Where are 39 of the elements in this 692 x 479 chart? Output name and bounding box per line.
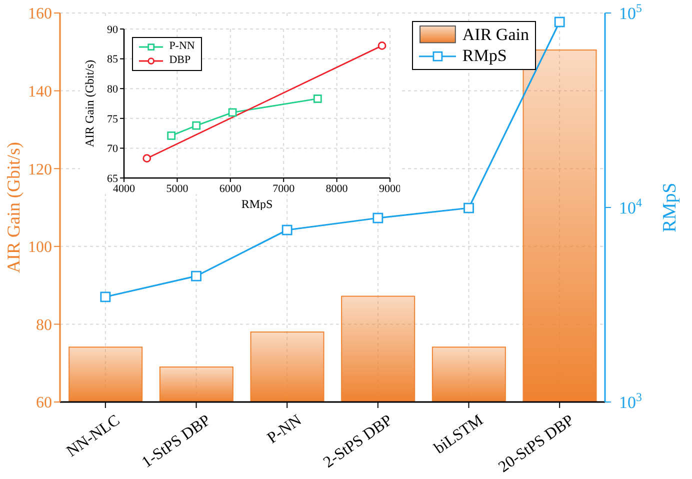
y2-tick-label: 10$^{4}$ xyxy=(619,195,642,218)
y2-axis-title: RMpS xyxy=(660,182,681,232)
y-tick-label: 160 xyxy=(28,6,52,23)
point xyxy=(167,131,176,140)
point xyxy=(554,16,565,28)
legend-label: RMpS xyxy=(462,45,507,66)
legend-label: DBP xyxy=(169,54,191,68)
y-tick-label: 60 xyxy=(36,394,52,412)
y-tick-label: 90 xyxy=(107,24,118,36)
point xyxy=(191,270,202,282)
point xyxy=(192,121,201,130)
point xyxy=(464,202,474,214)
point xyxy=(100,292,111,302)
y-tick-label: 120 xyxy=(28,161,52,178)
x-tick-label: 5000 xyxy=(166,182,189,195)
y-tick-label: 80 xyxy=(107,84,118,96)
point xyxy=(228,108,237,117)
y2-tick-label: 10$^{5}$ xyxy=(619,0,642,23)
x-tick-label: 6000 xyxy=(219,182,242,195)
point xyxy=(142,154,152,163)
y-tick-label: 75 xyxy=(107,113,118,126)
x-tick-label: 8000 xyxy=(326,182,348,195)
x-tick-label: 7000 xyxy=(272,182,296,195)
y-tick-label: 100 xyxy=(28,239,52,256)
y-tick-label: 70 xyxy=(107,143,118,156)
point xyxy=(282,224,292,236)
legend-label: AIR Gain xyxy=(462,24,529,46)
y-axis-title: AIR Gain (Gbit/s) xyxy=(3,142,24,273)
y2-tick-label: 10$^{3}$ xyxy=(619,390,642,412)
point xyxy=(378,41,386,50)
point xyxy=(313,94,322,103)
y-tick-label: 80 xyxy=(36,316,52,334)
y-tick-label: 140 xyxy=(28,83,52,100)
y-axis-title: AIR Gain (Gbit/s) xyxy=(82,60,96,148)
legend-label: P-NN xyxy=(169,40,195,54)
y-tick-label: 65 xyxy=(107,172,118,185)
point xyxy=(372,212,384,224)
x-tick-label: 4000 xyxy=(113,182,136,195)
y-tick-label: 85 xyxy=(107,54,118,66)
